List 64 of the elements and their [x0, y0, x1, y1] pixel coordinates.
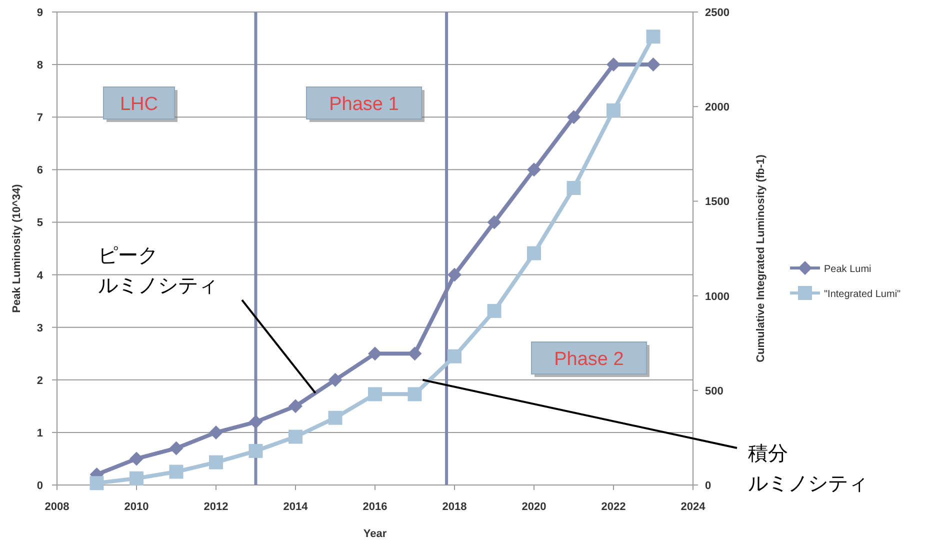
y-tick-label: 1	[36, 427, 43, 440]
y-tick-label: 4	[36, 270, 44, 282]
point	[248, 444, 263, 458]
point	[328, 410, 342, 425]
y2-tick-label: 2500	[705, 7, 730, 19]
annotation: ピークルミノシティ	[98, 243, 218, 297]
y2-tick-label: 1000	[705, 290, 730, 303]
y2-axis-title: Cumulative Integrated Luminosity (fb-1)	[755, 154, 767, 362]
point	[527, 246, 541, 260]
point	[408, 346, 422, 361]
point	[487, 304, 502, 318]
y-tick-label: 8	[36, 60, 43, 72]
x-tick-label: 2016	[362, 501, 388, 513]
point	[209, 425, 223, 440]
point	[408, 387, 422, 402]
x-tick-label: 2024	[680, 501, 706, 513]
y-tick-label: 0	[36, 480, 43, 492]
point	[288, 430, 302, 444]
point	[448, 349, 462, 364]
x-tick-label: 2022	[601, 501, 626, 513]
point	[328, 372, 342, 387]
annotation: 積分ルミノシティ	[748, 441, 868, 495]
x-tick-label: 2020	[522, 501, 546, 513]
point	[209, 455, 223, 470]
point	[566, 110, 581, 124]
annotation: LHC	[120, 94, 158, 115]
point	[130, 452, 144, 466]
x-tick-label: 2008	[44, 501, 70, 513]
y-tick-label: 7	[36, 112, 43, 124]
y-tick-label: 9	[36, 7, 43, 19]
point	[90, 476, 104, 490]
point	[527, 162, 541, 177]
point	[368, 387, 382, 402]
y2-tick-label: 1500	[705, 196, 730, 208]
point	[368, 346, 382, 361]
point	[130, 471, 144, 486]
y2-tick-label: 2000	[705, 102, 730, 114]
y2-tick-label: 0	[705, 480, 712, 492]
y-tick-label: 5	[36, 217, 43, 230]
x-tick-label: 2018	[442, 501, 467, 513]
y-axis-title: Peak Luminosity (10^34)	[11, 184, 23, 313]
point	[606, 58, 620, 72]
y-tick-label: 2	[36, 374, 43, 387]
point	[288, 399, 302, 414]
annotation: Phase 2	[554, 349, 624, 370]
point	[248, 414, 263, 429]
x-tick-label: 2012	[204, 501, 228, 513]
point	[169, 441, 184, 456]
x-axis-title: Year	[363, 528, 388, 540]
point	[566, 180, 581, 195]
y-tick-label: 3	[36, 322, 43, 334]
point	[646, 30, 660, 44]
x-tick-label: 2010	[124, 501, 149, 513]
y-tick-label: 6	[36, 164, 43, 177]
legend-label: Peak Lumi	[824, 264, 872, 275]
x-tick-label: 2014	[283, 501, 309, 513]
point	[487, 215, 502, 230]
annotation: Phase 1	[329, 94, 399, 115]
point	[448, 268, 462, 282]
point	[646, 58, 660, 72]
legend-label: "Integrated Lumi"	[824, 289, 902, 300]
point	[606, 103, 620, 118]
point	[169, 464, 184, 479]
y2-tick-label: 500	[705, 385, 724, 398]
